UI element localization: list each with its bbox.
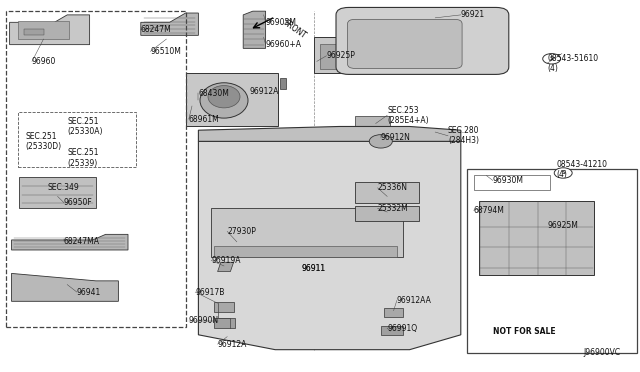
Text: 96930M: 96930M	[493, 176, 524, 185]
Polygon shape	[214, 246, 397, 257]
Text: 25336N: 25336N	[378, 183, 408, 192]
Bar	[358, 128, 387, 138]
Bar	[18, 112, 136, 167]
Text: 96919A: 96919A	[211, 256, 241, 265]
Text: 96925P: 96925P	[326, 51, 355, 60]
Bar	[467, 169, 637, 353]
Text: 96991Q: 96991Q	[387, 324, 417, 333]
Text: 27930P: 27930P	[227, 227, 256, 236]
Bar	[214, 302, 234, 312]
Text: SEC.251
(25330D): SEC.251 (25330D)	[26, 132, 61, 151]
Text: 96911: 96911	[301, 264, 326, 273]
Text: 68247M: 68247M	[141, 25, 172, 34]
Text: 68430M: 68430M	[198, 89, 229, 97]
Bar	[355, 206, 419, 221]
Text: 96960: 96960	[32, 57, 56, 66]
Polygon shape	[10, 15, 90, 45]
Text: SEC.253
(285E4+A): SEC.253 (285E4+A)	[387, 106, 429, 125]
Bar	[280, 78, 286, 89]
Text: SEC.251
(25339): SEC.251 (25339)	[67, 148, 99, 168]
Text: SEC.349: SEC.349	[48, 183, 80, 192]
FancyBboxPatch shape	[348, 19, 462, 68]
Bar	[24, 29, 44, 35]
Polygon shape	[141, 13, 198, 35]
Bar	[19, 177, 96, 208]
Text: 68247MA: 68247MA	[64, 237, 100, 246]
Bar	[479, 201, 594, 275]
Text: 96925M: 96925M	[547, 221, 578, 230]
Text: 96921: 96921	[461, 10, 485, 19]
Text: 96510M: 96510M	[150, 47, 181, 56]
Polygon shape	[218, 262, 234, 272]
Bar	[186, 73, 278, 126]
Bar	[18, 21, 69, 39]
Text: SEC.251
(25330A): SEC.251 (25330A)	[67, 117, 102, 136]
Text: 96950F: 96950F	[64, 198, 93, 207]
Circle shape	[543, 54, 561, 64]
Text: J96900VC: J96900VC	[584, 348, 621, 357]
Text: 96912A: 96912A	[250, 87, 279, 96]
Circle shape	[369, 135, 392, 148]
Bar	[214, 318, 235, 328]
Bar	[320, 44, 372, 69]
Circle shape	[554, 168, 572, 178]
Text: 96917B: 96917B	[195, 288, 225, 296]
Text: S: S	[550, 56, 554, 61]
Bar	[314, 37, 381, 73]
Text: 08543-41210
(4): 08543-41210 (4)	[557, 160, 608, 179]
Text: SEC.280
(284H3): SEC.280 (284H3)	[448, 126, 479, 145]
Bar	[355, 182, 419, 203]
Text: 25332M: 25332M	[378, 204, 408, 213]
Polygon shape	[12, 273, 118, 301]
Polygon shape	[12, 234, 128, 250]
Polygon shape	[243, 11, 266, 48]
Text: 68794M: 68794M	[474, 206, 504, 215]
Text: 96912N: 96912N	[381, 133, 411, 142]
Bar	[6, 11, 186, 327]
Text: 96912AA: 96912AA	[397, 296, 431, 305]
Bar	[474, 175, 550, 190]
Bar	[355, 116, 390, 131]
Text: 96990N: 96990N	[189, 316, 219, 325]
Ellipse shape	[208, 86, 240, 108]
Bar	[211, 208, 403, 257]
Text: FRONT: FRONT	[282, 18, 308, 40]
Text: 96911: 96911	[301, 264, 326, 273]
Text: 96960+A: 96960+A	[266, 40, 301, 49]
Polygon shape	[198, 141, 461, 350]
Text: 68961M: 68961M	[189, 115, 220, 124]
Text: 08543-51610
(4): 08543-51610 (4)	[547, 54, 598, 73]
Text: 96912A: 96912A	[218, 340, 247, 349]
Text: S: S	[561, 170, 565, 175]
Ellipse shape	[200, 83, 248, 118]
Text: NOT FOR SALE: NOT FOR SALE	[493, 327, 556, 336]
Bar	[384, 308, 403, 317]
FancyBboxPatch shape	[336, 7, 509, 74]
Polygon shape	[198, 126, 461, 141]
Text: 96941: 96941	[77, 288, 101, 296]
Text: 96905M: 96905M	[266, 18, 296, 27]
Bar	[381, 326, 403, 335]
